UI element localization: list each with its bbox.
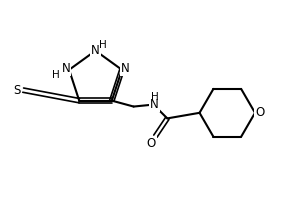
Text: N: N [62,62,70,75]
Text: O: O [255,106,265,119]
Text: H: H [151,92,158,102]
Text: N: N [91,44,100,57]
Text: N: N [121,62,129,75]
Text: S: S [14,84,21,97]
Text: H: H [99,40,106,50]
Text: O: O [147,137,156,150]
Text: H: H [52,70,60,80]
Text: N: N [150,98,159,111]
